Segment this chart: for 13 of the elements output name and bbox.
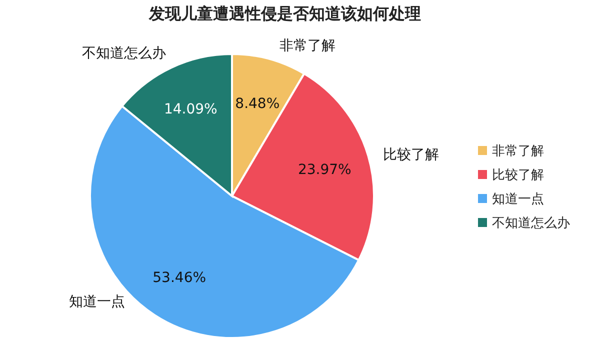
data-label: 53.46% (152, 270, 206, 286)
data-label: 23.97% (298, 162, 352, 178)
legend-label: 比较了解 (492, 168, 544, 183)
data-label: 8.48% (235, 96, 280, 112)
slice-label: 非常了解 (279, 38, 336, 54)
slice-label: 比较了解 (383, 147, 440, 164)
chart-title: 发现儿童遭遇性侵是否知道该如何处理 (148, 4, 421, 23)
data-label: 14.09% (164, 102, 218, 118)
legend-label: 不知道怎么办 (492, 216, 570, 231)
slice-label: 不知道怎么办 (82, 45, 166, 62)
slice-label: 知道一点 (69, 294, 125, 310)
legend-label: 非常了解 (492, 144, 544, 159)
legend-label: 知道一点 (492, 192, 544, 207)
